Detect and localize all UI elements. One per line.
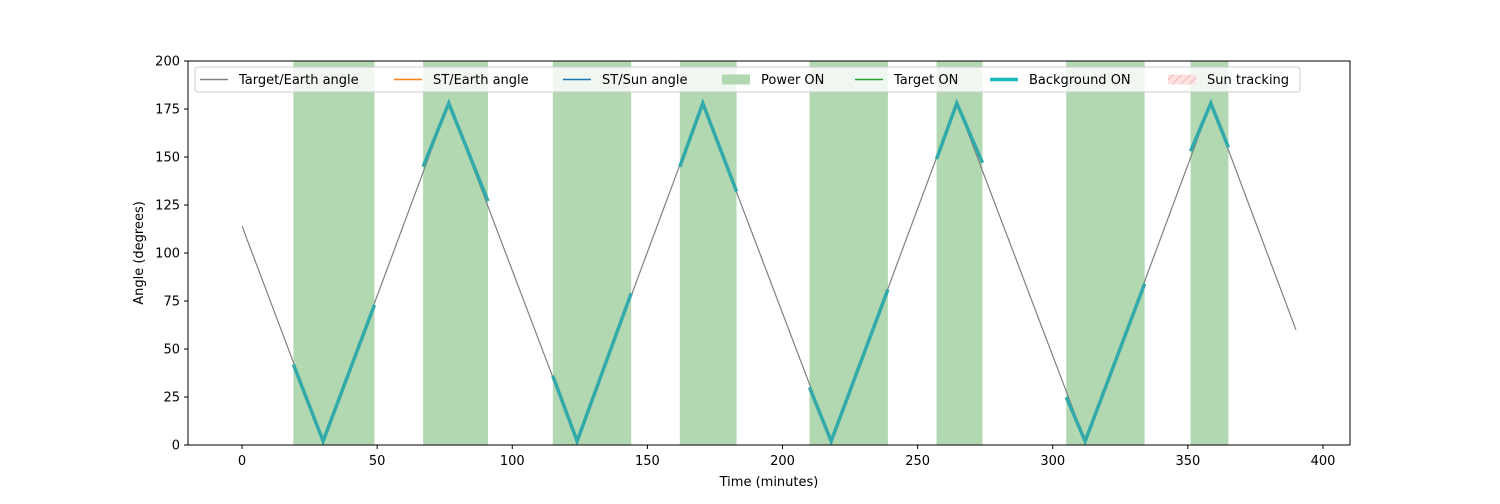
legend-entry: Sun tracking bbox=[1168, 73, 1289, 88]
background-on-segment bbox=[1064, 283, 1147, 445]
power-on-bands bbox=[293, 61, 1229, 445]
legend-label: Power ON bbox=[761, 73, 824, 88]
y-tick-label: 100 bbox=[155, 247, 180, 262]
legend-label: Sun tracking bbox=[1207, 73, 1289, 88]
power-on-band bbox=[679, 61, 737, 445]
legend-label: Target ON bbox=[893, 73, 958, 88]
legend-entry: Target ON bbox=[855, 73, 958, 88]
power-on-band bbox=[293, 61, 375, 445]
background-on-segment bbox=[678, 98, 739, 193]
background-on-segment bbox=[934, 98, 985, 164]
power-on-band bbox=[809, 61, 888, 445]
y-tick-label: 150 bbox=[155, 151, 180, 166]
y-tick-label: 200 bbox=[155, 55, 180, 70]
power-on-band bbox=[552, 61, 632, 445]
background-on-segment bbox=[551, 292, 633, 445]
y-tick-label: 0 bbox=[172, 439, 180, 454]
legend-entry: ST/Earth angle bbox=[394, 73, 529, 88]
legend: Target/Earth angle ST/Earth angle ST/Sun a… bbox=[194, 66, 1301, 93]
legend-label: ST/Earth angle bbox=[433, 73, 529, 88]
legend-entry: Target/Earth angle bbox=[200, 73, 359, 88]
x-tick-label: 150 bbox=[635, 454, 660, 469]
legend-swatch bbox=[722, 74, 750, 85]
legend-label: Background ON bbox=[1029, 73, 1131, 88]
legend-entry: Background ON bbox=[990, 73, 1131, 88]
x-axis-ticks: 0 50 100 150 200 250 300 350 400 bbox=[238, 445, 1335, 469]
power-on-band bbox=[936, 61, 983, 445]
legend-swatch bbox=[1168, 74, 1196, 85]
background-on-segment bbox=[291, 304, 377, 445]
x-tick-label: 400 bbox=[1311, 454, 1336, 469]
series-line-target-earth-angle bbox=[241, 101, 1297, 443]
legend-entry: ST/Sun angle bbox=[563, 73, 688, 88]
x-tick-label: 250 bbox=[905, 454, 930, 469]
y-tick-label: 125 bbox=[155, 199, 180, 214]
background-on-segment bbox=[807, 288, 890, 445]
y-tick-label: 50 bbox=[163, 343, 180, 358]
y-tick-label: 25 bbox=[163, 391, 180, 406]
y-axis-label: Angle (degrees) bbox=[132, 201, 147, 305]
x-tick-label: 350 bbox=[1175, 454, 1200, 469]
power-on-band bbox=[1190, 61, 1229, 445]
background-on-segment bbox=[421, 98, 490, 202]
power-on-band bbox=[423, 61, 488, 445]
legend-entry: Power ON bbox=[722, 73, 824, 88]
power-on-band bbox=[1066, 61, 1145, 445]
series-lines bbox=[241, 98, 1297, 445]
y-axis-ticks: 0 25 50 75 100 125 150 175 200 bbox=[155, 55, 188, 454]
x-tick-label: 50 bbox=[369, 454, 386, 469]
x-tick-label: 300 bbox=[1040, 454, 1065, 469]
y-tick-label: 75 bbox=[163, 295, 180, 310]
x-tick-label: 200 bbox=[770, 454, 795, 469]
legend-label: ST/Sun angle bbox=[602, 73, 688, 88]
x-axis-label: Time (minutes) bbox=[719, 475, 819, 490]
x-tick-label: 0 bbox=[238, 454, 246, 469]
y-tick-label: 175 bbox=[155, 103, 180, 118]
background-on-segment bbox=[1188, 98, 1231, 152]
x-tick-label: 100 bbox=[500, 454, 525, 469]
legend-label: Target/Earth angle bbox=[238, 73, 359, 88]
